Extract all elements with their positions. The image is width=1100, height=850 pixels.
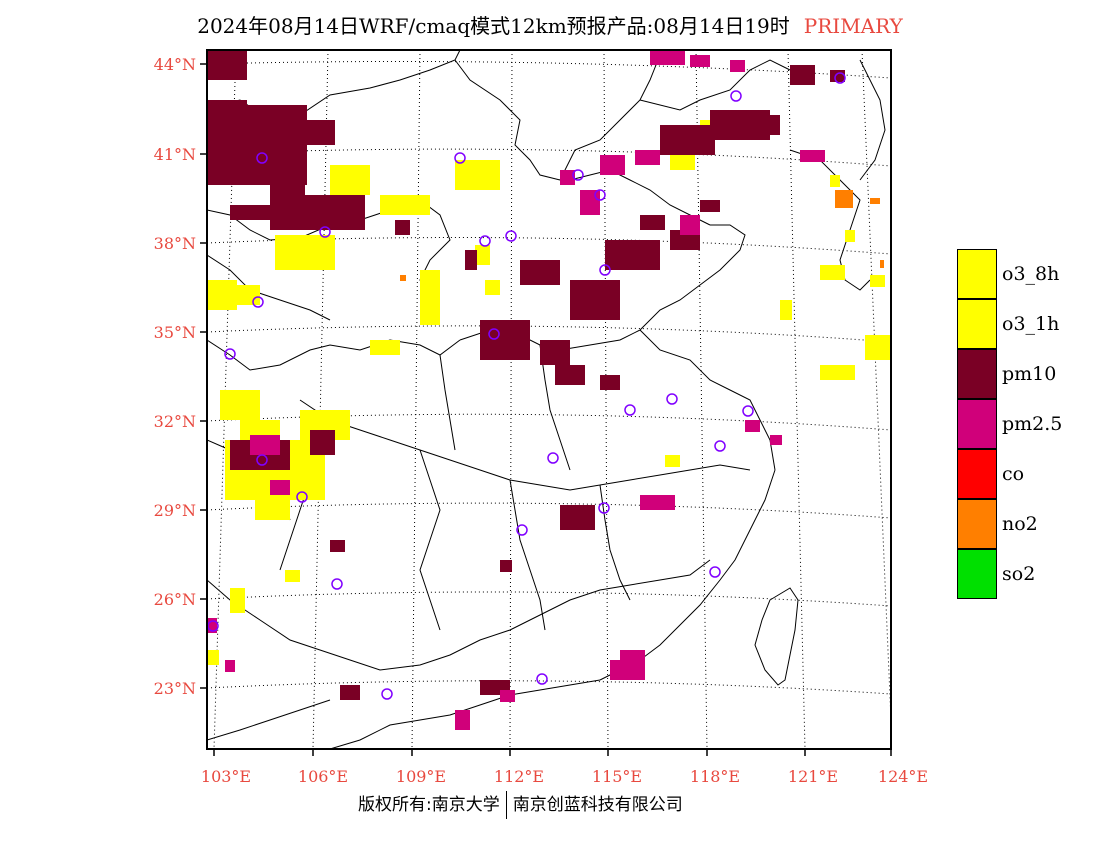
lon-label-115: 115°E [592,767,642,786]
pm10-areas [207,50,845,700]
lon-label-124: 124°E [878,767,928,786]
legend-item-pm10: pm10 [957,349,1097,399]
title-text: 2024年08月14日WRF/cmaq模式12km预报产品:08月14日19时 [197,14,790,38]
legend-label: no2 [1002,513,1038,535]
legend-item-no2: no2 [957,499,1097,549]
legend-item-o3-8h: o3_8h [957,249,1097,299]
legend-swatch [957,499,997,549]
boundary-lines [207,50,886,749]
legend-label: o3_1h [1002,313,1060,335]
legend-item-co: co [957,449,1097,499]
legend-label: so2 [1002,563,1036,585]
lon-label-109: 109°E [396,767,446,786]
legend-label: pm10 [1002,363,1057,385]
lon-label-118: 118°E [690,767,740,786]
lon-label-112: 112°E [494,767,544,786]
legend-item-pm25: pm2.5 [957,399,1097,449]
lat-label-38: 38°N [154,234,196,253]
lon-label-106: 106°E [298,767,348,786]
lat-label-26: 26°N [154,590,196,609]
legend-item-o3-1h: o3_1h [957,299,1097,349]
copyright-left: 版权所有:南京大学 [358,795,500,815]
legend-label: co [1002,463,1025,485]
copyright-footer: 版权所有:南京大学 南京创蓝科技有限公司 [358,790,683,819]
copyright-right: 南京创蓝科技有限公司 [512,795,683,815]
legend-swatch [957,549,997,599]
legend-label: pm2.5 [1002,413,1063,435]
map-title: 2024年08月14日WRF/cmaq模式12km预报产品:08月14日19时 P… [0,10,1100,39]
lat-label-32: 32°N [154,412,196,431]
lat-label-29: 29°N [154,501,196,520]
latitude-gridlines [207,60,891,695]
legend-item-so2: so2 [957,549,1097,599]
legend-swatch [957,299,997,349]
legend-swatch [957,449,997,499]
axis-ticks [200,63,892,756]
map-frame [206,49,892,750]
pollutant-legend: o3_8h o3_1h pm10 pm2.5 co no2 so2 [957,249,1097,599]
primary-tag: PRIMARY [803,14,903,38]
longitude-gridlines [213,50,891,749]
lat-label-35: 35°N [154,323,196,342]
legend-swatch [957,249,997,299]
pm25-areas [207,50,825,730]
legend-swatch [957,399,997,449]
lon-label-121: 121°E [788,767,838,786]
legend-swatch [957,349,997,399]
lat-label-23: 23°N [154,679,196,698]
legend-label: o3_8h [1002,263,1060,285]
monitoring-stations [207,72,846,700]
lat-label-41: 41°N [154,145,196,164]
lon-label-103: 103°E [201,767,251,786]
no2-areas [400,190,884,281]
footer-separator [505,791,507,819]
lat-label-44: 44°N [154,55,196,74]
